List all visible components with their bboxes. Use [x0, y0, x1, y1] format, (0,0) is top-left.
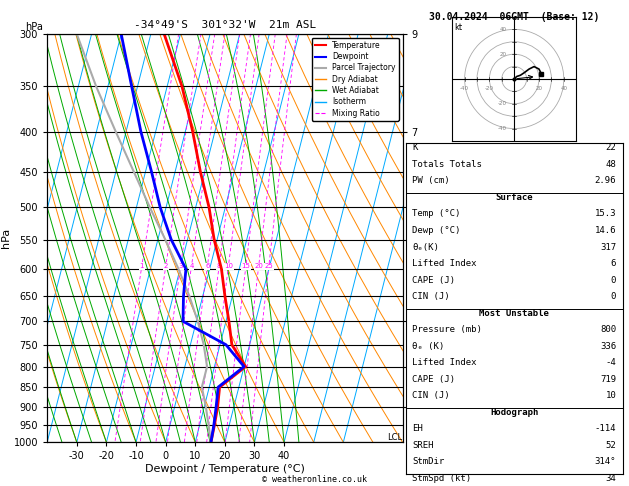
X-axis label: Dewpoint / Temperature (°C): Dewpoint / Temperature (°C)	[145, 464, 305, 474]
Text: StmDir: StmDir	[412, 457, 445, 467]
Text: kt: kt	[455, 23, 463, 32]
Text: Temp (°C): Temp (°C)	[412, 209, 460, 219]
Y-axis label: hPa: hPa	[1, 228, 11, 248]
Text: CAPE (J): CAPE (J)	[412, 375, 455, 384]
Text: 30.04.2024  06GMT  (Base: 12): 30.04.2024 06GMT (Base: 12)	[429, 12, 599, 22]
Text: -40: -40	[460, 87, 469, 91]
Text: 2.96: 2.96	[594, 176, 616, 186]
Y-axis label: km
ASL: km ASL	[434, 227, 452, 249]
Text: Surface: Surface	[496, 193, 533, 202]
Text: 8: 8	[217, 263, 221, 269]
Text: 6: 6	[611, 259, 616, 268]
Text: 48: 48	[606, 160, 616, 169]
Text: 719: 719	[600, 375, 616, 384]
Text: 20: 20	[254, 263, 263, 269]
Text: 800: 800	[600, 325, 616, 334]
Text: 10: 10	[224, 263, 233, 269]
Text: 22: 22	[606, 143, 616, 153]
Text: 1: 1	[140, 263, 144, 269]
Text: 6: 6	[205, 263, 209, 269]
Text: K: K	[412, 143, 418, 153]
Text: -20: -20	[498, 101, 507, 106]
Text: CAPE (J): CAPE (J)	[412, 276, 455, 285]
Text: -20: -20	[485, 87, 494, 91]
Text: 40: 40	[500, 27, 507, 32]
Text: CIN (J): CIN (J)	[412, 391, 450, 400]
Text: PW (cm): PW (cm)	[412, 176, 450, 186]
Text: θₑ (K): θₑ (K)	[412, 342, 445, 351]
Text: θₑ(K): θₑ(K)	[412, 243, 439, 252]
Text: -114: -114	[594, 424, 616, 434]
Text: hPa: hPa	[25, 22, 43, 32]
Text: Lifted Index: Lifted Index	[412, 358, 477, 367]
Text: 14.6: 14.6	[594, 226, 616, 235]
Text: Totals Totals: Totals Totals	[412, 160, 482, 169]
Text: 52: 52	[606, 441, 616, 450]
Text: 4: 4	[189, 263, 194, 269]
Text: 3: 3	[178, 263, 183, 269]
Text: Most Unstable: Most Unstable	[479, 309, 549, 318]
Text: StmSpd (kt): StmSpd (kt)	[412, 474, 471, 483]
Text: 34: 34	[606, 474, 616, 483]
Text: LCL: LCL	[387, 433, 403, 442]
Text: CIN (J): CIN (J)	[412, 292, 450, 301]
Text: 336: 336	[600, 342, 616, 351]
Text: 314°: 314°	[594, 457, 616, 467]
Text: 0: 0	[611, 292, 616, 301]
Text: 15: 15	[242, 263, 250, 269]
Text: 0: 0	[611, 276, 616, 285]
Text: 40: 40	[560, 87, 567, 91]
Text: -34°49'S  301°32'W  21m ASL: -34°49'S 301°32'W 21m ASL	[134, 20, 316, 30]
Text: Hodograph: Hodograph	[490, 408, 538, 417]
Text: Lifted Index: Lifted Index	[412, 259, 477, 268]
Text: -4: -4	[606, 358, 616, 367]
Text: 20: 20	[500, 52, 507, 57]
Text: Dewp (°C): Dewp (°C)	[412, 226, 460, 235]
Text: © weatheronline.co.uk: © weatheronline.co.uk	[262, 474, 367, 484]
Text: 25: 25	[264, 263, 273, 269]
Text: 317: 317	[600, 243, 616, 252]
Legend: Temperature, Dewpoint, Parcel Trajectory, Dry Adiabat, Wet Adiabat, Isotherm, Mi: Temperature, Dewpoint, Parcel Trajectory…	[311, 38, 399, 121]
Text: SREH: SREH	[412, 441, 434, 450]
Text: EH: EH	[412, 424, 423, 434]
Text: 20: 20	[535, 87, 542, 91]
Text: 2: 2	[164, 263, 168, 269]
Text: -40: -40	[498, 126, 507, 131]
Text: Pressure (mb): Pressure (mb)	[412, 325, 482, 334]
Text: 15.3: 15.3	[594, 209, 616, 219]
Text: 10: 10	[606, 391, 616, 400]
